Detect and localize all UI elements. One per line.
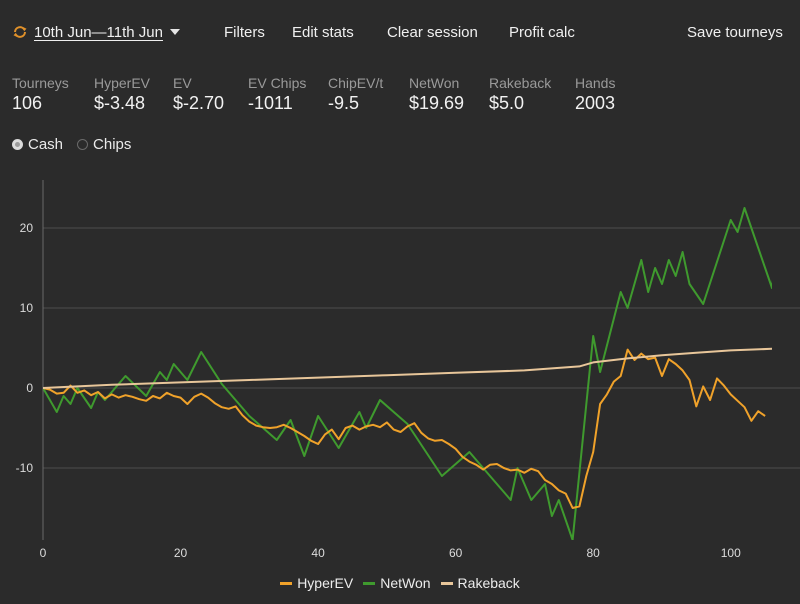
refresh-icon[interactable] xyxy=(12,24,28,40)
date-range-dropdown[interactable]: 10th Jun—11th Jun xyxy=(12,22,180,42)
stat-rakeback: Rakeback $5.0 xyxy=(489,74,551,114)
legend-swatch xyxy=(280,581,293,585)
x-tick-label: 100 xyxy=(721,546,741,560)
save-tourneys-button[interactable]: Save tourneys xyxy=(687,24,783,41)
stat-value: $-3.48 xyxy=(94,93,146,113)
stat-value: 106 xyxy=(12,93,43,113)
y-tick-label: 10 xyxy=(20,301,34,315)
radio-label-cash[interactable]: Cash xyxy=(28,135,64,153)
legend-swatch xyxy=(440,581,453,585)
mode-toggle: Cash Chips xyxy=(12,135,145,153)
stat-hyperev: HyperEV $-3.48 xyxy=(94,74,150,114)
y-tick-label: 20 xyxy=(20,221,34,235)
series-line-hyperev xyxy=(43,348,766,509)
x-tick-label: 80 xyxy=(587,546,601,560)
series-line-rakeback xyxy=(43,347,772,389)
profit-calc-button[interactable]: Profit calc xyxy=(509,24,575,41)
stat-label: EV Chips xyxy=(248,75,307,91)
stat-label: Tourneys xyxy=(12,75,69,91)
edit-stats-button[interactable]: Edit stats xyxy=(292,24,354,41)
radio-label-chips[interactable]: Chips xyxy=(93,135,132,153)
radio-button-unselected[interactable] xyxy=(77,138,89,150)
radio-cash[interactable]: Cash xyxy=(12,136,63,153)
stat-ev-chips: EV Chips -1011 xyxy=(248,74,306,114)
stat-value: -1011 xyxy=(248,93,293,113)
radio-button-selected[interactable] xyxy=(12,138,23,150)
stat-chipev-per-t: ChipEV/t -9.5 xyxy=(328,74,383,114)
clear-session-button[interactable]: Clear session xyxy=(387,24,478,41)
stat-hands: Hands 2003 xyxy=(575,74,615,114)
y-tick-label: 0 xyxy=(26,381,33,395)
x-tick-label: 20 xyxy=(174,546,188,560)
stat-label: EV xyxy=(173,75,192,91)
x-tick-label: 0 xyxy=(40,546,47,560)
stat-value: $19.69 xyxy=(409,93,465,113)
stat-value: 2003 xyxy=(575,93,616,113)
stat-label: Hands xyxy=(575,75,616,91)
toolbar: 10th Jun—11th Jun Filters Edit stats Cle… xyxy=(0,0,800,64)
legend-swatch xyxy=(363,581,376,585)
stats-bar: Tourneys 106 HyperEV $-3.48 EV $-2.70 EV… xyxy=(0,74,800,122)
stat-value: $5.0 xyxy=(489,93,525,113)
stat-label: Rakeback xyxy=(489,75,552,91)
legend-label: HyperEV xyxy=(297,575,354,591)
legend-label: NetWon xyxy=(380,575,431,591)
chevron-down-icon[interactable] xyxy=(169,29,180,35)
stat-netwon: NetWon $19.69 xyxy=(409,74,464,114)
legend-label: Rakeback xyxy=(457,575,520,591)
x-tick-label: 60 xyxy=(449,546,463,560)
stat-value: $-2.70 xyxy=(173,93,225,113)
stat-ev: EV $-2.70 xyxy=(173,74,224,114)
y-tick-label: -10 xyxy=(16,461,34,475)
stat-label: NetWon xyxy=(409,75,460,91)
stat-label: HyperEV xyxy=(94,75,151,91)
radio-chips[interactable]: Chips xyxy=(77,136,131,153)
legend-item-hyperev[interactable]: HyperEV xyxy=(280,575,353,591)
x-tick-label: 40 xyxy=(311,546,325,560)
stat-tourneys: Tourneys 106 xyxy=(12,74,69,114)
stat-label: ChipEV/t xyxy=(328,75,384,91)
series-line-netwon xyxy=(43,207,772,540)
stat-value: -9.5 xyxy=(328,93,360,113)
legend-item-rakeback[interactable]: Rakeback xyxy=(440,575,520,591)
chart-legend: HyperEV NetWon Rakeback xyxy=(0,574,800,592)
legend-item-netwon[interactable]: NetWon xyxy=(363,575,431,591)
filters-button[interactable]: Filters xyxy=(224,24,265,41)
date-range-label[interactable]: 10th Jun—11th Jun xyxy=(34,23,163,41)
